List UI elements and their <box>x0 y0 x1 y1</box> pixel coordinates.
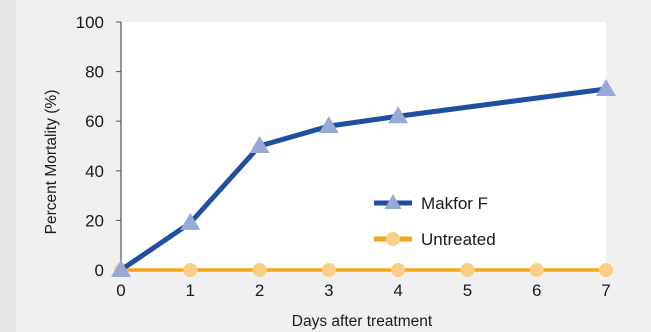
data-point-untreated <box>391 263 406 277</box>
series-layer <box>111 78 616 277</box>
data-point-makfor-f <box>111 260 131 277</box>
data-point-untreated <box>460 263 475 277</box>
x-tick-label: 7 <box>601 281 610 300</box>
x-tick-label: 3 <box>324 281 333 300</box>
x-tick-label: 5 <box>463 281 472 300</box>
x-tick-label: 1 <box>186 281 195 300</box>
y-tick-label: 80 <box>85 63 104 82</box>
data-point-untreated <box>321 263 336 277</box>
y-axis-title: Percent Mortality (%) <box>43 90 60 235</box>
x-tick-label: 4 <box>393 281 402 300</box>
legend-circle-icon <box>386 232 400 246</box>
x-tick-label: 0 <box>116 281 125 300</box>
legend-triangle-icon <box>384 194 402 209</box>
data-point-untreated <box>252 263 267 277</box>
plot-area <box>121 22 606 270</box>
series-line-makfor-f <box>118 86 609 273</box>
y-tick-label: 100 <box>76 13 104 32</box>
data-point-untreated <box>599 263 613 277</box>
data-point-untreated <box>183 263 198 277</box>
y-tick-label: 60 <box>85 112 104 131</box>
legend-label-makfor-f: Makfor F <box>421 194 488 213</box>
data-point-untreated <box>529 263 544 277</box>
series-makfor-f <box>111 78 616 277</box>
data-point-makfor-f <box>318 116 339 134</box>
y-axis-ticks: 0 20 40 60 80 100 <box>76 13 121 280</box>
y-tick-label: 0 <box>95 261 104 280</box>
x-tick-label: 2 <box>255 281 264 300</box>
x-axis-title: Days after treatment <box>292 313 433 330</box>
y-tick-label: 40 <box>85 162 104 181</box>
plot-background <box>121 22 606 270</box>
legend-item-makfor-f: Makfor F <box>374 194 488 213</box>
legend-item-untreated: Untreated <box>374 230 496 249</box>
data-point-makfor-f <box>596 78 616 96</box>
data-point-makfor-f <box>249 136 270 153</box>
legend-label-untreated: Untreated <box>421 230 496 249</box>
x-tick-label: 6 <box>532 281 541 300</box>
legend: Makfor F Untreated <box>374 194 496 249</box>
data-point-makfor-f <box>388 106 409 124</box>
y-tick-label: 20 <box>85 211 104 230</box>
data-point-makfor-f <box>180 212 201 230</box>
